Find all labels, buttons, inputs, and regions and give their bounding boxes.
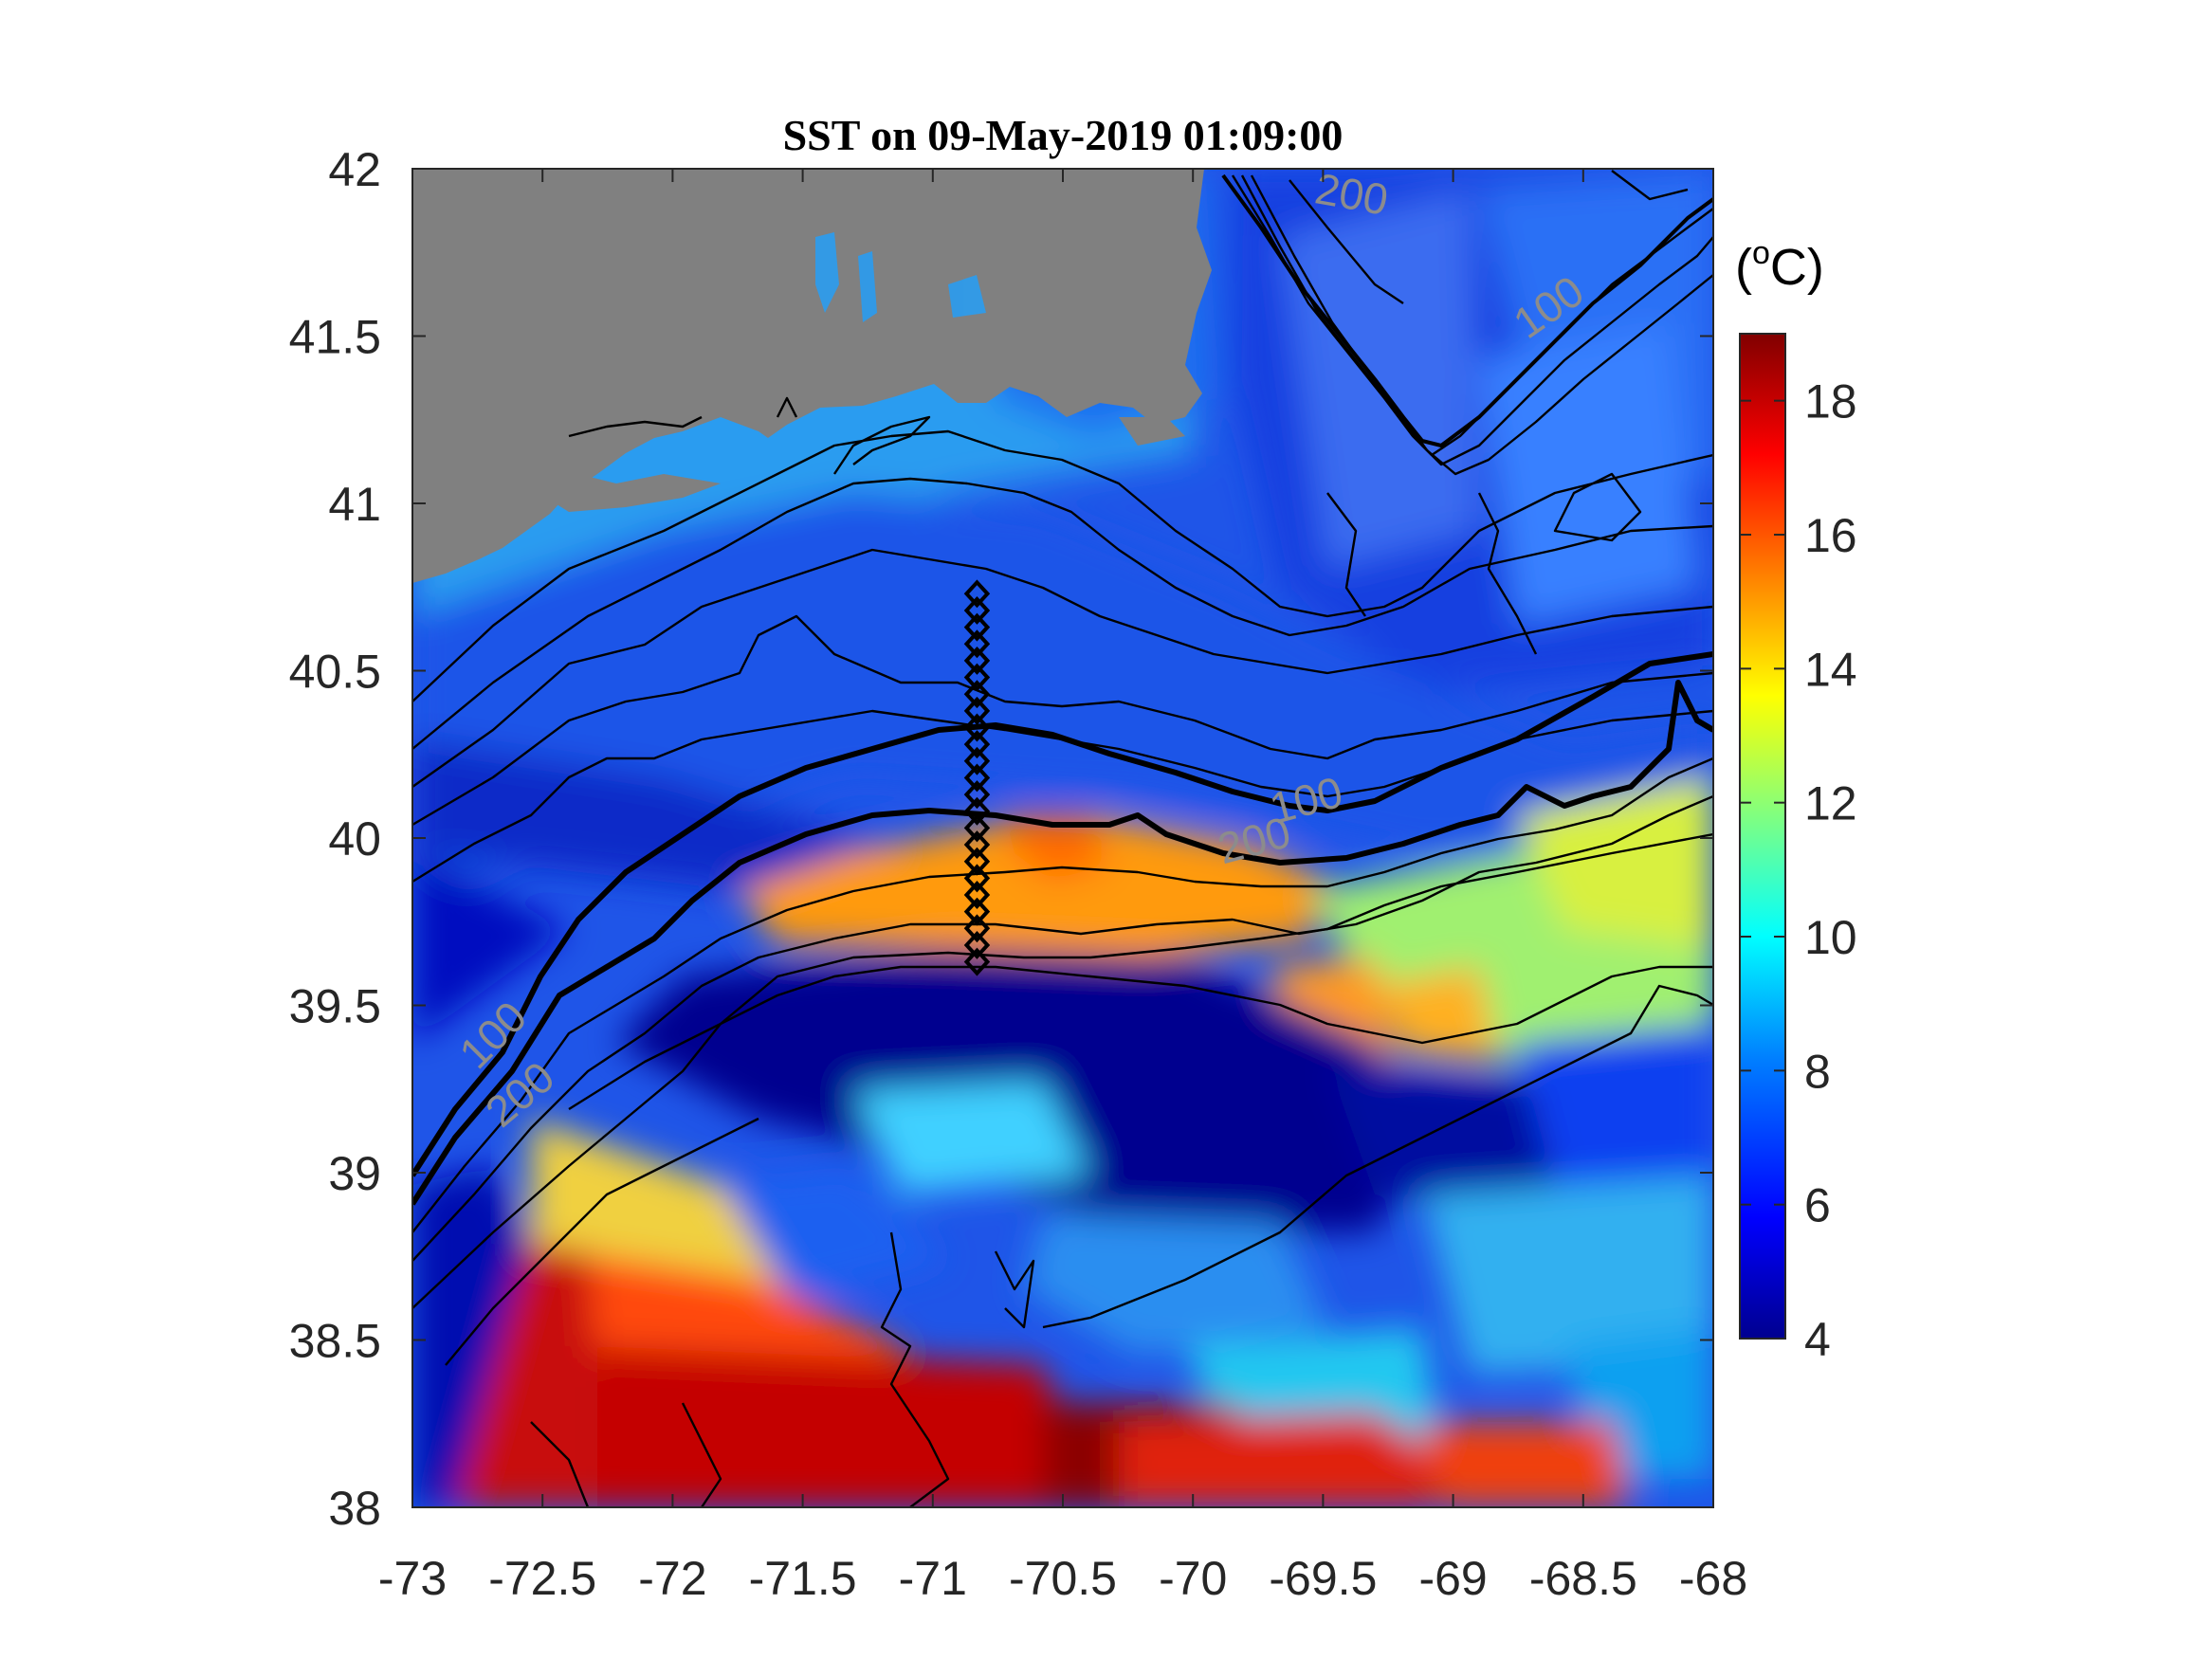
station-marker (963, 596, 991, 625)
colorbar-tick-label: 14 (1804, 643, 1857, 696)
y-tick-label: 38.5 (289, 1315, 381, 1368)
colorbar-tick-label: 18 (1804, 375, 1857, 428)
station-marker (963, 763, 991, 793)
station-marker (963, 897, 991, 926)
land-mass (412, 169, 1212, 583)
x-tick-label: -71.5 (749, 1552, 857, 1605)
x-tick-label: -70 (1159, 1552, 1227, 1605)
colorbar-tick-label: 12 (1804, 777, 1857, 830)
x-tick-label: -68 (1679, 1552, 1747, 1605)
station-marker (963, 646, 991, 675)
station-marker (963, 713, 991, 742)
station-marker (963, 947, 991, 976)
y-tick-label: 39.5 (289, 980, 381, 1033)
station-marker (963, 696, 991, 725)
y-tick-labels: 38 38.5 39 39.5 40 40.5 41 41.5 42 (289, 143, 381, 1535)
x-tick-label: -72.5 (488, 1552, 596, 1605)
bathymetry-contours (412, 170, 1713, 1507)
colorbar-unit: (oC) (1735, 235, 1824, 296)
y-tick-label: 39 (328, 1147, 381, 1200)
y-tick-label: 38 (328, 1482, 381, 1535)
colorbar: 4 6 8 10 12 14 16 18 (oC) (1735, 235, 1857, 1366)
colorbar-tick-label: 4 (1804, 1313, 1831, 1366)
station-marker (963, 663, 991, 692)
y-tick-label: 40.5 (289, 646, 381, 699)
y-tick-label: 42 (328, 143, 381, 196)
station-marker (963, 730, 991, 759)
sst-field (412, 169, 1713, 1507)
station-marker (963, 579, 991, 609)
station-marker (963, 830, 991, 860)
station-marker (963, 914, 991, 943)
station-transect (963, 579, 991, 976)
station-marker (963, 864, 991, 893)
station-marker (963, 847, 991, 876)
axis-ticks (411, 168, 1714, 1508)
station-marker (963, 629, 991, 659)
station-marker (963, 796, 991, 826)
x-tick-label: -68.5 (1529, 1552, 1637, 1605)
x-tick-label: -71 (899, 1552, 967, 1605)
x-tick-labels: -73 -72.5 -72 -71.5 -71 -70.5 -70 -69.5 -69 -68.5… (378, 1552, 1747, 1605)
x-tick-label: -73 (378, 1552, 447, 1605)
y-tick-label: 41 (328, 478, 381, 531)
chart-title: SST on 09-May-2019 01:09:00 (783, 111, 1344, 159)
colorbar-tick-label: 8 (1804, 1045, 1831, 1098)
station-marker (963, 931, 991, 959)
y-tick-label: 40 (328, 812, 381, 866)
station-marker (963, 746, 991, 775)
station-marker (963, 612, 991, 642)
colorbar-tick-label: 16 (1804, 509, 1857, 562)
x-tick-label: -69.5 (1269, 1552, 1377, 1605)
colorbar-tick-label: 6 (1804, 1179, 1831, 1232)
colorbar-tick-label: 10 (1804, 911, 1857, 964)
station-marker (963, 813, 991, 843)
station-marker (963, 780, 991, 810)
y-tick-label: 41.5 (289, 311, 381, 364)
x-tick-label: -70.5 (1009, 1552, 1117, 1605)
x-tick-label: -69 (1418, 1552, 1487, 1605)
colorbar-gradient (1739, 333, 1786, 1340)
station-marker (963, 881, 991, 909)
x-tick-label: -72 (638, 1552, 706, 1605)
station-marker (963, 680, 991, 709)
